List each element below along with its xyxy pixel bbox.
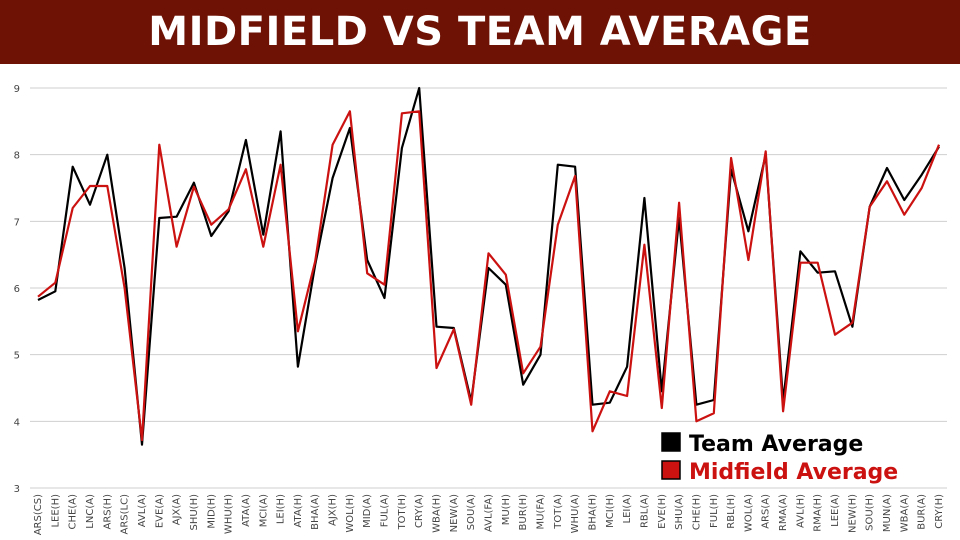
x-tick-label: ATA(H) — [293, 494, 304, 528]
x-tick-label: CRY(H) — [934, 494, 945, 529]
x-tick-label: CHE(H) — [691, 494, 702, 530]
series-lines — [37, 86, 941, 446]
x-tick-label: ARS(H) — [102, 494, 113, 530]
x-tick-label: RMA(H) — [813, 494, 824, 532]
x-tick-label: SHU(H) — [189, 494, 200, 531]
x-tick-label: AVL(A) — [137, 494, 148, 527]
y-tick-label: 9 — [14, 84, 20, 95]
x-axis-ticks: ARS(CS) LEE(H) CHE(A) LNC(A) ARS(H) ARS(LC) AV… — [33, 494, 945, 535]
x-tick-label: MID(A) — [362, 494, 373, 528]
x-tick-label: SOU(H) — [865, 494, 876, 531]
legend-swatch-team — [661, 432, 681, 452]
x-tick-label: ARS(A) — [761, 494, 772, 529]
x-tick-label: CRY(A) — [414, 494, 425, 528]
x-tick-label: FUL(H) — [709, 494, 720, 528]
x-tick-label: WHU(H) — [224, 494, 235, 534]
x-tick-label: WBA(A) — [899, 494, 910, 532]
x-tick-label: RBL(H) — [726, 494, 737, 529]
x-tick-label: AVL(FA) — [484, 494, 495, 532]
x-tick-label: CHE(A) — [68, 494, 79, 530]
gridlines — [30, 87, 947, 489]
x-tick-label: ARS(CS) — [33, 494, 44, 535]
x-tick-label: FUL(A) — [380, 494, 391, 527]
x-tick-label: ARS(LC) — [120, 494, 131, 535]
x-tick-label: SHU(A) — [674, 494, 685, 530]
x-tick-label: AJX(A) — [172, 494, 183, 525]
x-tick-label: MUN(A) — [882, 494, 893, 532]
x-tick-label: BUR(H) — [518, 494, 529, 531]
x-tick-label: MU(H) — [501, 494, 512, 525]
legend-swatch-midfield — [661, 460, 681, 480]
x-tick-label: LEE(H) — [50, 494, 61, 528]
x-tick-label: BUR(A) — [917, 494, 928, 530]
x-tick-label: RMA(A) — [778, 494, 789, 531]
x-tick-label: RBL(A) — [639, 494, 650, 528]
x-tick-label: MU(FA) — [535, 494, 546, 530]
x-tick-label: EVE(A) — [154, 494, 165, 528]
y-tick-label: 3 — [14, 484, 20, 495]
x-tick-label: BHA(H) — [587, 494, 598, 531]
x-tick-label: MCI(H) — [605, 494, 616, 528]
x-tick-label: ATA(A) — [241, 494, 252, 527]
y-tick-label: 4 — [14, 417, 20, 428]
x-tick-label: LEE(A) — [830, 494, 841, 527]
x-tick-label: LNC(A) — [85, 494, 96, 529]
x-tick-label: LEI(H) — [276, 494, 287, 524]
x-tick-label: WHU(A) — [570, 494, 581, 533]
x-tick-label: AJX(H) — [328, 494, 339, 526]
x-tick-label: BHA(A) — [310, 494, 321, 530]
y-tick-label: 7 — [14, 217, 20, 228]
x-tick-label: TOT(H) — [397, 494, 408, 531]
x-tick-label: WOL(A) — [743, 494, 754, 532]
legend-label-midfield: Midfield Average — [689, 460, 898, 485]
title-banner: MIDFIELD VS TEAM AVERAGE — [0, 0, 960, 64]
x-tick-label: NEW(H) — [847, 494, 858, 533]
x-tick-label: WOL(H) — [345, 494, 356, 533]
y-tick-label: 5 — [14, 351, 20, 362]
x-tick-label: MCI(A) — [258, 494, 269, 527]
series-line-midfield — [37, 110, 941, 442]
x-tick-label: EVE(H) — [657, 494, 668, 529]
chart-title: MIDFIELD VS TEAM AVERAGE — [148, 9, 812, 55]
legend-label-team: Team Average — [689, 432, 863, 457]
x-tick-label: MID(H) — [206, 494, 217, 529]
series-line-team — [37, 86, 940, 446]
legend: Team Average Midfield Average — [661, 432, 898, 485]
x-tick-label: WBA(H) — [432, 494, 443, 533]
x-tick-label: SOU(A) — [466, 494, 477, 530]
x-tick-label: AVL(H) — [795, 494, 806, 528]
y-tick-label: 6 — [14, 284, 20, 295]
x-tick-label: NEW(A) — [449, 494, 460, 532]
x-tick-label: LEI(A) — [622, 494, 633, 524]
y-axis-ticks: 3 4 5 6 7 8 9 — [14, 84, 20, 495]
x-tick-label: TOT(A) — [553, 494, 564, 530]
y-tick-label: 8 — [14, 151, 20, 162]
